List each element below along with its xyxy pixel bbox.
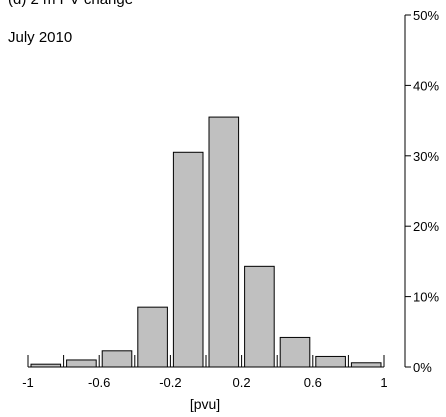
bar-1 xyxy=(66,359,97,368)
x-tick-label: -0.2 xyxy=(159,375,181,390)
x-axis-label: [pvu] xyxy=(190,396,220,412)
y-tick-label: 10% xyxy=(413,290,439,305)
x-axis: -1 -0.6 -0.2 0.2 0.6 1 xyxy=(22,355,388,390)
y-tick-label: 30% xyxy=(413,149,439,164)
chart-subtitle: July 2010 xyxy=(8,29,72,46)
bar-2 xyxy=(101,350,133,368)
bars-layer xyxy=(30,116,382,368)
x-tick-label: -1 xyxy=(22,375,34,390)
y-tick-label: 20% xyxy=(413,219,439,234)
chart-title: (d) 2 m PV change xyxy=(8,0,133,8)
bar-6 xyxy=(244,265,275,368)
x-tick-label: 0.2 xyxy=(233,375,251,390)
x-tick-label: 1 xyxy=(380,375,387,390)
bar-9 xyxy=(350,362,382,368)
y-tick-label: 50% xyxy=(413,8,439,23)
bar-3 xyxy=(137,306,168,368)
bar-8 xyxy=(315,355,346,368)
x-tick-label: -0.6 xyxy=(88,375,110,390)
x-tick-label: 0.6 xyxy=(304,375,322,390)
bar-5 xyxy=(208,116,240,368)
y-axis: 0% 10% 20% 30% 40% 50% xyxy=(404,8,439,375)
bar-7 xyxy=(279,336,311,368)
y-tick-label: 0% xyxy=(413,360,432,375)
y-tick-label: 40% xyxy=(413,78,439,93)
bar-4 xyxy=(172,151,204,368)
